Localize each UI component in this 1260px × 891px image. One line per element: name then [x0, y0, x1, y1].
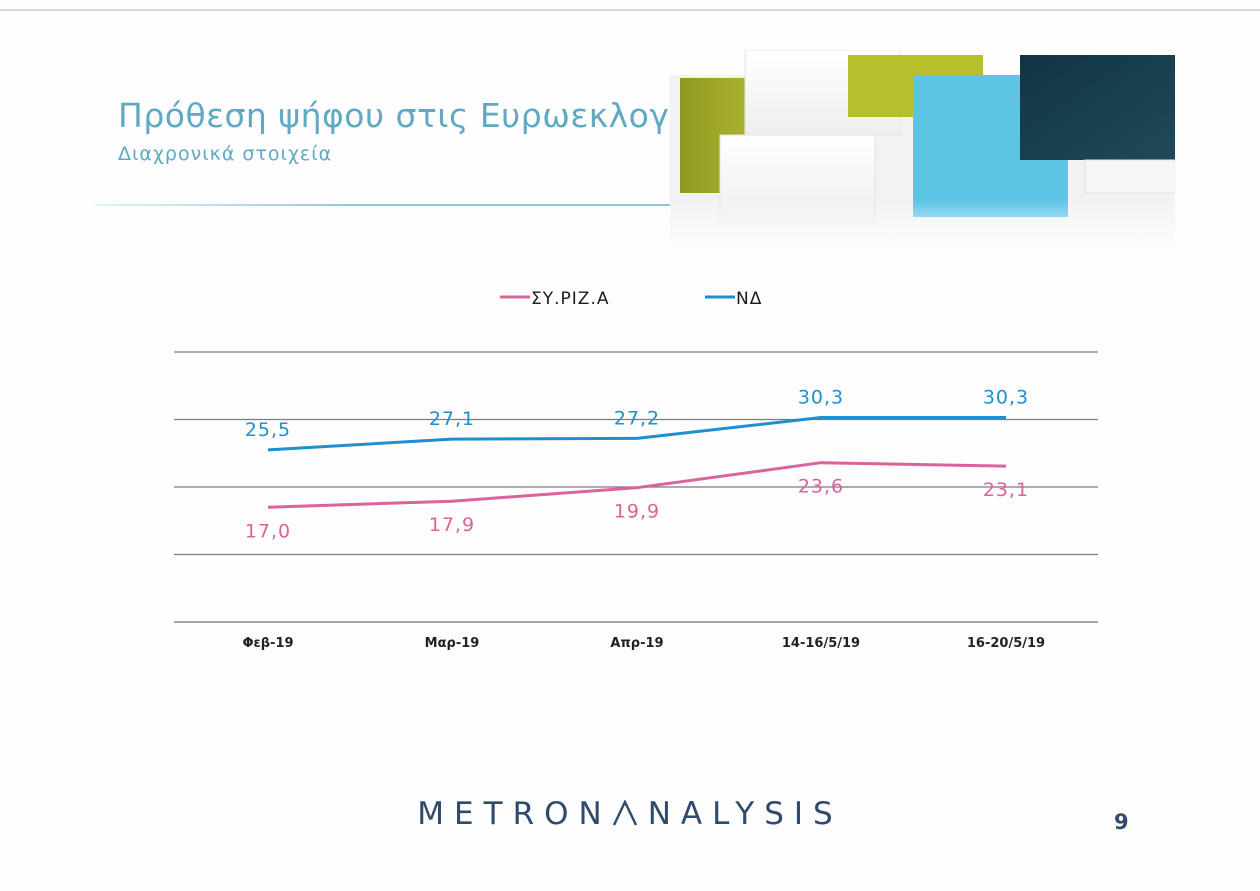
data-label: 27,2	[614, 407, 660, 429]
data-label: 30,3	[798, 386, 844, 408]
brand-logo-left: METRON	[417, 796, 612, 832]
x-tick-label: Απρ-19	[610, 636, 663, 651]
data-label: 30,3	[983, 386, 1029, 408]
x-tick-label: 16-20/5/19	[967, 636, 1045, 651]
data-label: 23,1	[983, 479, 1029, 501]
deco-square-navy	[1020, 55, 1175, 160]
series-lines	[267, 416, 1007, 509]
title-underline	[95, 204, 735, 206]
brand-logo-lambda-mark	[612, 800, 637, 826]
legend-item: ΣΥ.ΡΙΖ.Α	[500, 289, 609, 309]
brand-logo: METRON NALYSIS	[0, 796, 1260, 832]
page-number: 9	[1114, 810, 1129, 834]
legend-item: ΝΔ	[705, 289, 762, 309]
data-label: 25,5	[245, 419, 291, 441]
page-subtitle: Διαχρονικά στοιχεία	[118, 143, 333, 165]
legend-label: ΣΥ.ΡΙΖ.Α	[531, 289, 609, 309]
brand-logo-right: NALYSIS	[647, 796, 843, 832]
data-label: 23,6	[798, 476, 844, 498]
data-labels: 17,0 17,9 19,9 23,6 23,1 25,5 27,1 27,2 30,3 30,3	[245, 386, 1029, 542]
data-label: 27,1	[429, 408, 475, 430]
decorative-squares	[670, 50, 1175, 250]
legend-label: ΝΔ	[736, 289, 762, 309]
data-label: 19,9	[614, 501, 660, 523]
x-tick-label: Μαρ-19	[425, 636, 480, 651]
data-label: 17,0	[245, 520, 291, 542]
series-line	[267, 416, 1006, 452]
series-line	[267, 461, 1007, 509]
top-rule	[0, 9, 1260, 11]
x-axis-ticks: Φεβ-19 Μαρ-19 Απρ-19 14-16/5/19 16-20/5/19	[242, 636, 1045, 651]
chart-legend: ΣΥ.ΡΙΖ.Α ΝΔ	[500, 289, 762, 309]
page-title: Πρόθεση ψήφου στις Ευρωεκλογές	[118, 96, 708, 135]
x-tick-label: 14-16/5/19	[782, 636, 860, 651]
data-label: 17,9	[429, 514, 475, 536]
x-tick-label: Φεβ-19	[242, 636, 293, 651]
grid-lines	[174, 351, 1098, 623]
